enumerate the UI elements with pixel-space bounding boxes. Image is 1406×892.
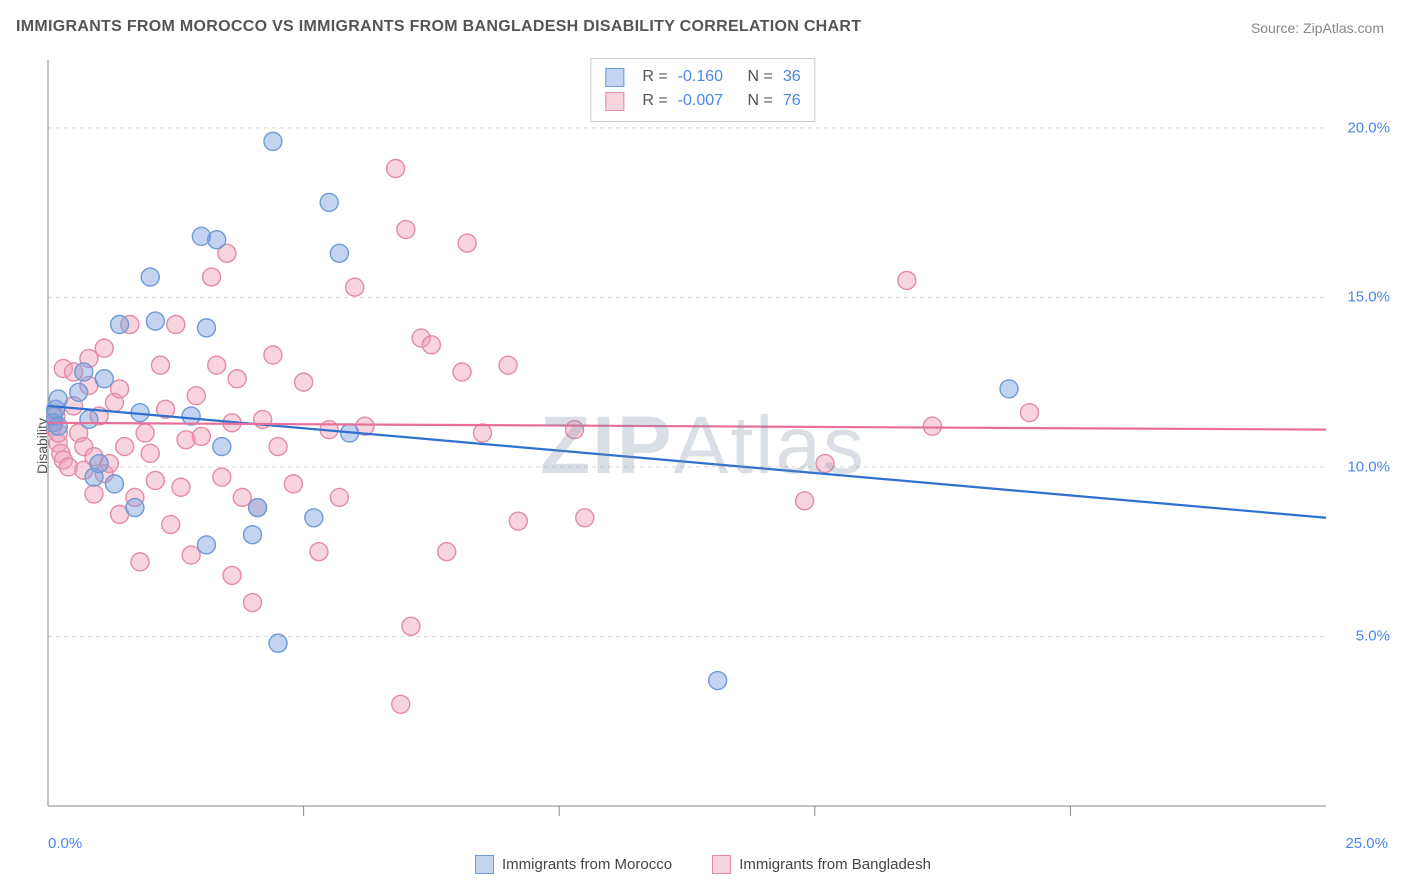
correlation-row-1: R = -0.160 N = 36 xyxy=(605,65,800,89)
series1-n-value: 36 xyxy=(783,65,801,89)
series2-n-value: 76 xyxy=(783,89,801,113)
chart-title: IMMIGRANTS FROM MOROCCO VS IMMIGRANTS FR… xyxy=(16,18,861,36)
scatter-chart-svg xyxy=(46,58,1328,824)
n-label: N = xyxy=(748,65,773,89)
series2-r-value: -0.007 xyxy=(678,89,723,113)
legend-label-1: Immigrants from Morocco xyxy=(502,856,672,873)
n-label: N = xyxy=(748,89,773,113)
source-attribution: Source: ZipAtlas.com xyxy=(1251,20,1384,36)
y-tick-label: 10.0% xyxy=(1347,458,1390,475)
bottom-legend: Immigrants from Morocco Immigrants from … xyxy=(0,855,1406,878)
correlation-row-2: R = -0.007 N = 76 xyxy=(605,89,800,113)
series2-swatch xyxy=(605,92,624,111)
y-tick-label: 20.0% xyxy=(1347,119,1390,136)
r-label: R = xyxy=(642,89,667,113)
x-axis-min-label: 0.0% xyxy=(48,835,82,852)
legend-swatch-1 xyxy=(475,855,494,874)
r-label: R = xyxy=(642,65,667,89)
chart-plot-area xyxy=(46,58,1328,824)
legend-label-2: Immigrants from Bangladesh xyxy=(739,856,931,873)
series1-r-value: -0.160 xyxy=(678,65,723,89)
legend-swatch-2 xyxy=(712,855,731,874)
y-tick-label: 15.0% xyxy=(1347,289,1390,306)
legend-item-2: Immigrants from Bangladesh xyxy=(712,855,931,874)
series1-swatch xyxy=(605,68,624,87)
correlation-legend-box: R = -0.160 N = 36 R = -0.007 N = 76 xyxy=(590,58,815,122)
x-axis-max-label: 25.0% xyxy=(1345,835,1388,852)
legend-item-1: Immigrants from Morocco xyxy=(475,855,672,874)
y-tick-label: 5.0% xyxy=(1356,628,1390,645)
